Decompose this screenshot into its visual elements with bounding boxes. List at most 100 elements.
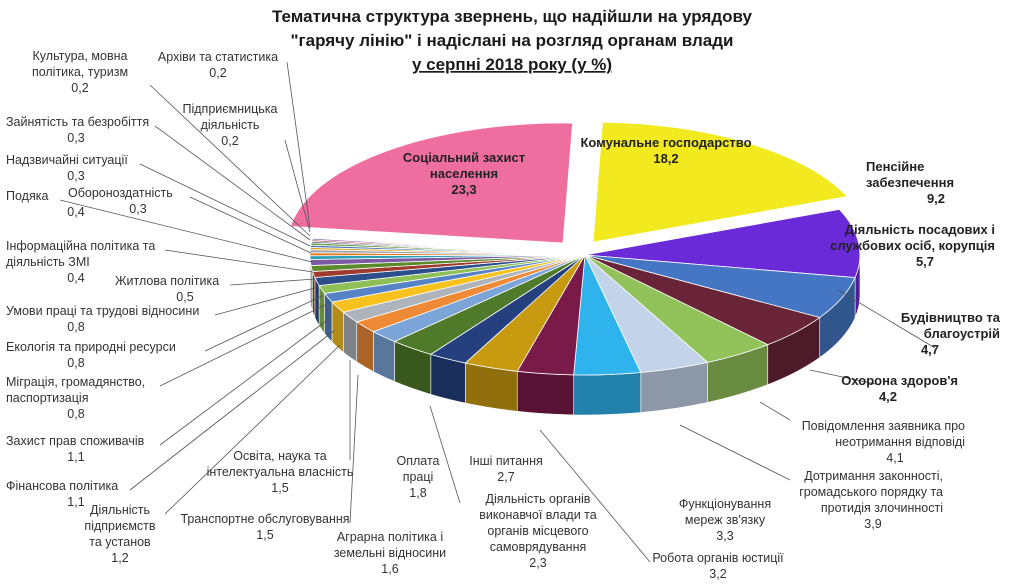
leader-line-13: [349, 374, 359, 524]
slice-value-6: 3,9: [864, 517, 881, 531]
slice-value-29: 0,2: [209, 66, 226, 80]
pie-slice-0[interactable]: [592, 121, 849, 243]
pie-slice-30[interactable]: [290, 122, 574, 244]
slice-label-15-line-1: підприємств: [84, 519, 155, 533]
slice-value-15: 1,2: [111, 551, 128, 565]
pie-slice-wall-7: [516, 370, 574, 416]
leader-line-24: [189, 196, 312, 254]
slice-value-13: 1,5: [256, 528, 273, 542]
slice-label-11-line-0: Оплата: [397, 454, 440, 468]
slice-label-27-line-0: Культура, мовна: [33, 49, 128, 63]
slice-value-7: 3,3: [716, 529, 733, 543]
leader-line-16: [129, 329, 336, 491]
leader-line-25: [139, 163, 311, 247]
slice-label-1-line-0: Пенсійне: [866, 159, 924, 174]
slice-label-12-line-0: Аграрна політика і: [337, 530, 443, 544]
slice-value-26: 0,3: [67, 131, 84, 145]
slice-value-23: 0,4: [67, 205, 84, 219]
slice-value-1: 9,2: [927, 191, 945, 206]
slice-label-2-line-1: службових осіб, корупція: [830, 238, 995, 253]
leader-line-20: [214, 286, 319, 316]
slice-value-22: 0,4: [67, 271, 84, 285]
leader-line-3: [837, 289, 936, 349]
pie-slice-29[interactable]: [311, 237, 586, 256]
slice-label-16-line-0: Фінансова політика: [6, 479, 118, 493]
leader-line-18: [159, 304, 326, 387]
slice-label-20-line-0: Умови праці та трудові відносини: [6, 304, 199, 318]
slice-label-23-line-0: Подяка: [6, 189, 48, 203]
slice-value-11: 1,8: [409, 486, 426, 500]
slice-label-6-line-1: громадського порядку та: [799, 485, 943, 499]
slice-label-2-line-0: Діяльність посадових і: [845, 222, 995, 237]
leader-line-19: [204, 295, 323, 352]
slice-value-21: 0,5: [176, 290, 193, 304]
slice-label-22-line-0: Інформаційна політика та: [6, 239, 155, 253]
slice-label-6-line-2: протидія злочинності: [821, 501, 943, 515]
slice-label-8-line-0: Робота органів юстиції: [652, 551, 784, 565]
slice-value-19: 0,8: [67, 356, 84, 370]
slice-value-8: 3,2: [709, 567, 726, 581]
slice-label-12-line-1: земельні відносини: [334, 546, 446, 560]
slice-label-7-line-0: Функціонування: [679, 497, 771, 511]
slice-label-9-line-3: самоврядування: [490, 540, 587, 554]
slice-label-10-line-0: Інші питання: [469, 454, 543, 468]
chart-title-line-2: "гарячу лінію" і надіслані на розгляд ор…: [290, 31, 733, 50]
slice-label-18-line-1: паспортизація: [6, 391, 88, 405]
slice-label-26-line-0: Зайнятість та безробіття: [6, 115, 149, 129]
leader-line-22: [164, 249, 314, 273]
slice-label-25-line-0: Надзвичайні ситуації: [6, 153, 128, 167]
leader-line-8: [539, 429, 651, 563]
leader-line-29: [286, 61, 311, 229]
slice-value-9: 2,3: [529, 556, 546, 570]
slice-label-13-line-0: Транспортне обслуговування: [180, 512, 349, 526]
slice-label-18-line-0: Міграція, громадянство,: [6, 375, 145, 389]
slice-value-17: 1,1: [67, 450, 84, 464]
slice-value-28: 0,2: [221, 134, 238, 148]
slice-label-17-line-0: Захист прав споживачів: [6, 434, 145, 448]
slice-label-3-line-1: благоустрій: [924, 326, 1000, 341]
chart-title-line-1: Тематична структура звернень, що надійшл…: [272, 7, 753, 26]
leader-line-9: [429, 405, 461, 504]
slice-label-4-line-0: Охорона здоров'я: [841, 373, 958, 388]
slice-value-10: 2,7: [497, 470, 514, 484]
slice-label-15-line-2: та установ: [89, 535, 151, 549]
slice-value-5: 4,1: [886, 451, 903, 465]
slice-label-11-line-1: праці: [403, 470, 434, 484]
leader-line-28: [284, 139, 311, 233]
slice-label-5-line-1: неотримання відповіді: [835, 435, 965, 449]
slice-value-16: 1,1: [67, 495, 84, 509]
slice-label-29-line-0: Архіви та статистика: [158, 50, 278, 64]
pie-layer: [290, 121, 861, 416]
slice-value-25: 0,3: [67, 169, 84, 183]
slice-value-4: 4,2: [879, 389, 897, 404]
leader-line-17: [159, 317, 331, 446]
slice-label-27-line-1: політика, туризм: [32, 65, 128, 79]
leader-line-26: [154, 125, 311, 241]
slice-value-0: 18,2: [653, 151, 678, 166]
slice-label-28-line-1: діяльність: [201, 118, 260, 132]
slice-label-6-line-0: Дотримання законності,: [804, 469, 943, 483]
leader-line-5: [759, 401, 791, 421]
slice-label-15-line-0: Діяльність: [90, 503, 150, 517]
slice-label-9-line-1: виконавчої влади та: [479, 508, 596, 522]
leader-line-6: [679, 424, 791, 481]
slice-label-22-line-1: діяльність ЗМІ: [6, 255, 90, 269]
slice-label-19-line-0: Екологія та природні ресурси: [6, 340, 176, 354]
slice-label-21-line-0: Житлова політика: [115, 274, 219, 288]
slice-label-9-line-2: органів місцевого: [487, 524, 588, 538]
slice-value-18: 0,8: [67, 407, 84, 421]
slice-label-0-line-0: Комунальне господарство: [580, 135, 751, 150]
slice-label-1-line-1: забезпечення: [866, 175, 954, 190]
slice-value-24: 0,3: [129, 202, 146, 216]
leader-line-15: [164, 344, 341, 515]
slice-label-9-line-0: Діяльність органів: [486, 492, 591, 506]
slice-label-24-line-0: Обороноздатність: [68, 186, 173, 200]
slice-value-14: 1,5: [271, 481, 288, 495]
slice-label-30-line-0: Соціальний захист: [403, 150, 525, 165]
chart-title-line-3: у серпні 2018 року (у %): [412, 55, 612, 74]
slice-label-7-line-1: мереж зв'язку: [685, 513, 766, 527]
leader-line-21: [229, 278, 316, 286]
